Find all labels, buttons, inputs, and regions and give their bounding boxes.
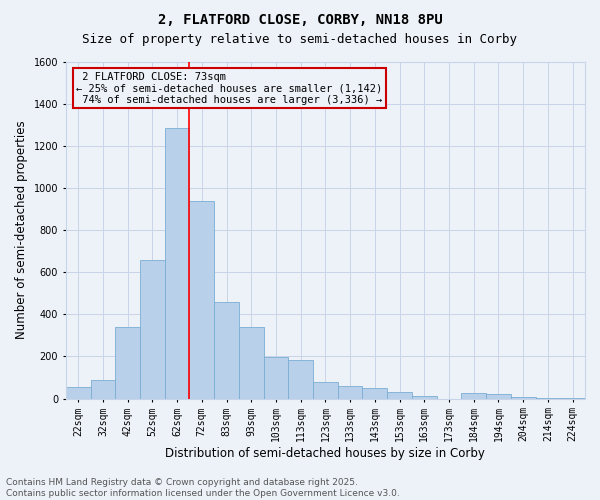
Text: 2 FLATFORD CLOSE: 73sqm
← 25% of semi-detached houses are smaller (1,142)
 74% o: 2 FLATFORD CLOSE: 73sqm ← 25% of semi-de… bbox=[76, 72, 382, 105]
Bar bbox=[461, 394, 486, 398]
Text: 2, FLATFORD CLOSE, CORBY, NN18 8PU: 2, FLATFORD CLOSE, CORBY, NN18 8PU bbox=[158, 12, 442, 26]
Y-axis label: Number of semi-detached properties: Number of semi-detached properties bbox=[15, 120, 28, 340]
Bar bbox=[362, 388, 387, 398]
Bar bbox=[338, 386, 362, 398]
X-axis label: Distribution of semi-detached houses by size in Corby: Distribution of semi-detached houses by … bbox=[166, 447, 485, 460]
Bar bbox=[412, 396, 437, 398]
Bar bbox=[387, 392, 412, 398]
Bar bbox=[313, 382, 338, 398]
Text: Contains HM Land Registry data © Crown copyright and database right 2025.
Contai: Contains HM Land Registry data © Crown c… bbox=[6, 478, 400, 498]
Bar bbox=[289, 360, 313, 399]
Bar bbox=[263, 358, 289, 399]
Bar bbox=[165, 128, 190, 398]
Text: Size of property relative to semi-detached houses in Corby: Size of property relative to semi-detach… bbox=[83, 32, 517, 46]
Bar bbox=[190, 200, 214, 398]
Bar bbox=[239, 327, 263, 398]
Bar bbox=[115, 327, 140, 398]
Bar bbox=[91, 380, 115, 398]
Bar bbox=[140, 260, 165, 398]
Bar bbox=[486, 394, 511, 398]
Bar bbox=[214, 302, 239, 398]
Bar bbox=[511, 397, 536, 398]
Bar bbox=[66, 387, 91, 398]
